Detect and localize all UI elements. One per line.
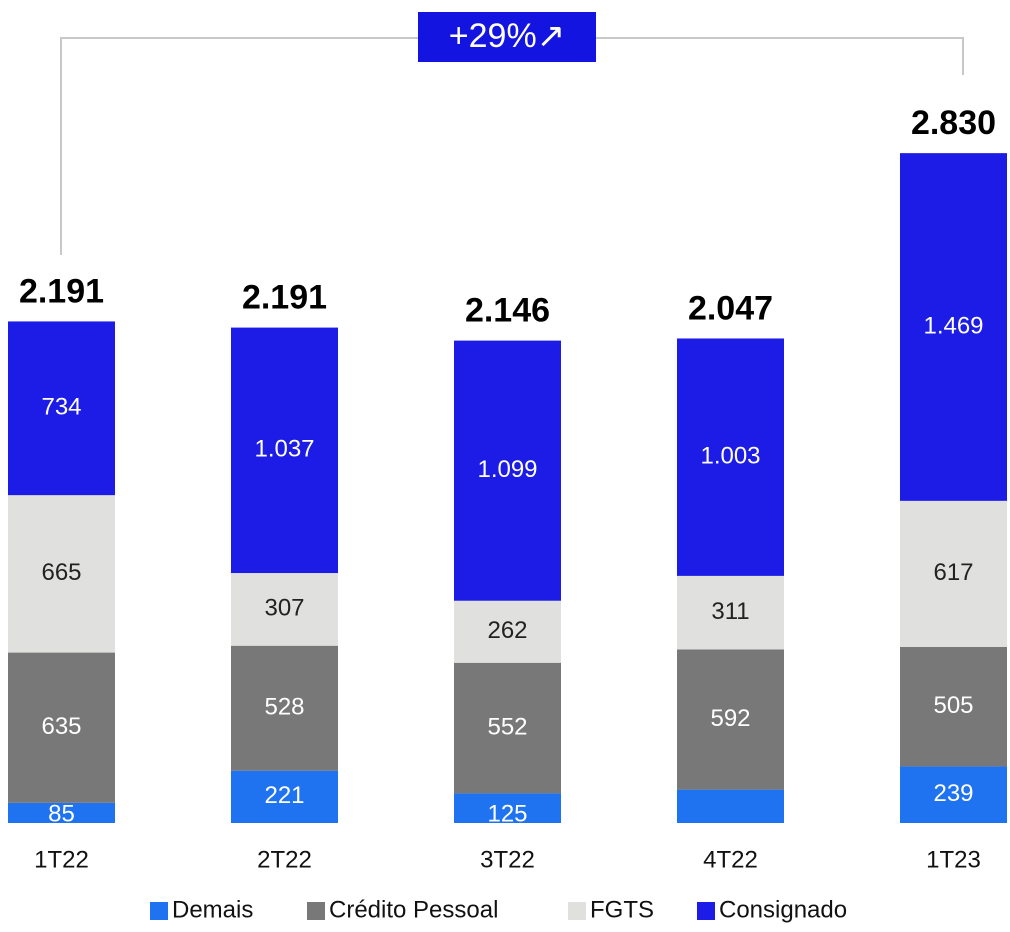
data-label: 221: [264, 782, 304, 809]
bar-segment: [454, 340, 561, 601]
bar-segment: [8, 321, 115, 496]
data-label: 1.099: [477, 456, 537, 483]
legend-swatch: [568, 902, 586, 920]
bar-segment: [900, 766, 1007, 823]
bar-segment: [8, 652, 115, 803]
legend-label: Demais: [172, 896, 253, 923]
data-label: 734: [41, 394, 81, 421]
legend-swatch: [697, 902, 715, 920]
bar-segment: [900, 646, 1007, 767]
bar-segment: [454, 600, 561, 663]
legend-swatch: [307, 902, 325, 920]
data-label: 617: [933, 559, 973, 586]
x-tick-label: 1T22: [34, 846, 89, 873]
data-label: 307: [264, 595, 304, 622]
bar-segment: [900, 153, 1007, 501]
bar-segment: [231, 327, 338, 574]
bar-segment: [231, 770, 338, 823]
bar-segment: [454, 662, 561, 794]
data-label: 528: [264, 694, 304, 721]
total-label: 2.191: [19, 272, 104, 310]
legend-label: FGTS: [590, 896, 654, 923]
total-label: 2.830: [911, 104, 996, 142]
legend-swatch: [150, 902, 168, 920]
x-tick-label: 1T23: [926, 846, 981, 873]
data-label: 1.469: [923, 312, 983, 339]
total-label: 2.146: [465, 292, 550, 330]
bar-segment: [231, 573, 338, 646]
data-label: 552: [487, 713, 527, 740]
data-label: 1.037: [254, 436, 314, 463]
x-tick-label: 4T22: [703, 846, 758, 873]
legend-label: Consignado: [719, 896, 847, 923]
data-label: 239: [933, 780, 973, 807]
bar-segment: [900, 500, 1007, 647]
bar-segment: [677, 649, 784, 790]
bar-segment: [677, 575, 784, 650]
data-label: 311: [711, 598, 749, 625]
data-label: 592: [710, 705, 750, 732]
bar-segment: [454, 793, 561, 823]
bar-segment: [8, 495, 115, 653]
annotation-box: [418, 12, 596, 62]
bar-segment: [8, 802, 115, 823]
data-label: 1.003: [700, 443, 760, 470]
bar-segment: [231, 645, 338, 771]
total-label: 2.191: [242, 279, 327, 317]
bracket-right: [596, 37, 964, 75]
data-label: 262: [487, 617, 527, 644]
data-label: 505: [933, 692, 973, 719]
bar-segment: [677, 789, 784, 823]
data-label: 125: [487, 800, 527, 827]
data-label: 85: [48, 800, 75, 827]
data-label: 665: [41, 559, 81, 586]
legend-label: Crédito Pessoal: [329, 896, 498, 923]
x-tick-label: 3T22: [480, 846, 535, 873]
bracket-left: [60, 37, 418, 255]
bar-segment: [677, 338, 784, 576]
annotation: +29%↗: [449, 17, 565, 55]
total-label: 2.047: [688, 289, 773, 327]
data-label: 635: [41, 713, 81, 740]
x-tick-label: 2T22: [257, 846, 312, 873]
